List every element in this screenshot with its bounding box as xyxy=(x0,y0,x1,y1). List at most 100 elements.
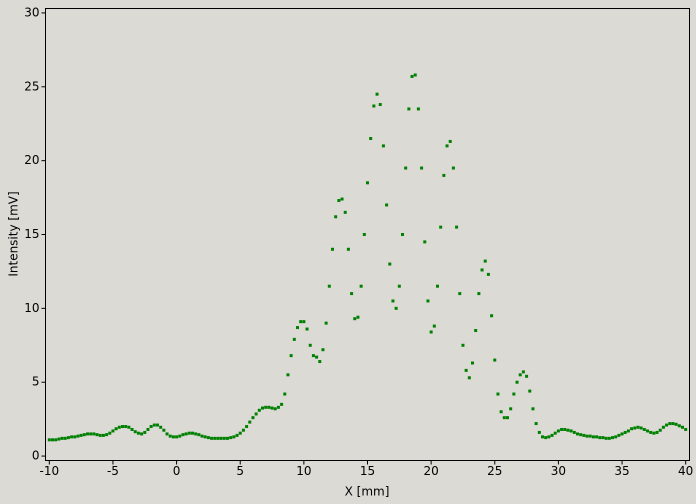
point xyxy=(423,240,427,244)
point xyxy=(681,425,684,429)
point xyxy=(528,389,532,393)
point xyxy=(337,199,341,203)
point xyxy=(413,73,417,77)
point xyxy=(461,343,465,347)
point xyxy=(483,259,487,263)
point xyxy=(194,432,198,436)
x-tick-label: 20 xyxy=(423,464,438,478)
point xyxy=(563,427,567,431)
point xyxy=(60,436,64,440)
point xyxy=(117,425,121,429)
point xyxy=(346,247,350,251)
point xyxy=(401,233,404,236)
point xyxy=(611,436,614,440)
point xyxy=(95,433,99,437)
point xyxy=(356,315,360,319)
point xyxy=(642,427,646,431)
point xyxy=(101,433,105,437)
point xyxy=(292,337,296,341)
point xyxy=(283,392,287,396)
point xyxy=(496,392,500,396)
point xyxy=(614,435,618,439)
x-tick-label: 35 xyxy=(614,464,629,478)
point xyxy=(130,427,134,431)
point xyxy=(324,321,328,325)
point xyxy=(665,423,669,427)
point xyxy=(372,104,376,108)
y-axis-label: Intensity [mV] xyxy=(7,191,21,276)
point xyxy=(598,436,602,440)
point xyxy=(531,407,535,411)
point xyxy=(420,166,424,170)
point xyxy=(607,436,611,440)
point xyxy=(241,428,245,432)
point xyxy=(187,431,191,435)
point xyxy=(471,361,474,365)
x-tick-label: -10 xyxy=(40,464,60,478)
point xyxy=(550,433,554,437)
point xyxy=(280,402,284,406)
point xyxy=(556,429,560,433)
point xyxy=(588,434,592,438)
point xyxy=(684,427,688,431)
point xyxy=(677,424,681,428)
point xyxy=(238,431,242,435)
point xyxy=(646,429,649,433)
point xyxy=(493,358,497,362)
point xyxy=(270,406,274,410)
point xyxy=(480,268,484,272)
point xyxy=(353,317,357,321)
point xyxy=(442,173,446,177)
point xyxy=(378,103,382,107)
point xyxy=(197,433,201,437)
x-tick-label: 10 xyxy=(296,464,311,478)
x-tick-label: 30 xyxy=(551,464,566,478)
point xyxy=(658,428,662,432)
point xyxy=(219,436,223,440)
point xyxy=(366,181,369,185)
point xyxy=(79,433,83,437)
point xyxy=(448,139,452,143)
point xyxy=(264,405,268,409)
point xyxy=(544,436,548,440)
point xyxy=(235,433,239,437)
y-tick-label: 5 xyxy=(32,375,40,389)
point xyxy=(397,284,401,288)
y-tick-label: 10 xyxy=(24,301,39,315)
point xyxy=(181,433,185,437)
point xyxy=(165,432,169,436)
point xyxy=(506,416,509,420)
point xyxy=(222,436,226,440)
point xyxy=(89,432,93,436)
point xyxy=(63,436,67,440)
point xyxy=(486,272,490,276)
x-axis-label: X [mm] xyxy=(345,485,390,499)
point xyxy=(569,429,573,433)
point xyxy=(455,225,459,229)
point xyxy=(127,425,131,429)
point xyxy=(57,437,61,441)
point xyxy=(464,368,468,372)
point xyxy=(200,434,204,438)
point xyxy=(458,292,462,296)
point xyxy=(547,435,551,439)
point xyxy=(445,144,449,148)
x-tick-label: 15 xyxy=(360,464,375,478)
point xyxy=(331,247,334,251)
point xyxy=(111,429,115,433)
x-tick-label: 5 xyxy=(236,464,244,478)
point xyxy=(391,299,395,303)
point xyxy=(133,430,137,434)
point xyxy=(143,430,147,434)
point xyxy=(296,326,299,330)
point xyxy=(343,210,347,214)
point xyxy=(66,436,70,440)
point xyxy=(289,354,293,358)
point xyxy=(82,433,86,437)
point xyxy=(620,432,624,436)
point xyxy=(649,430,653,434)
point xyxy=(203,435,207,439)
point xyxy=(206,436,210,440)
point xyxy=(388,262,392,266)
